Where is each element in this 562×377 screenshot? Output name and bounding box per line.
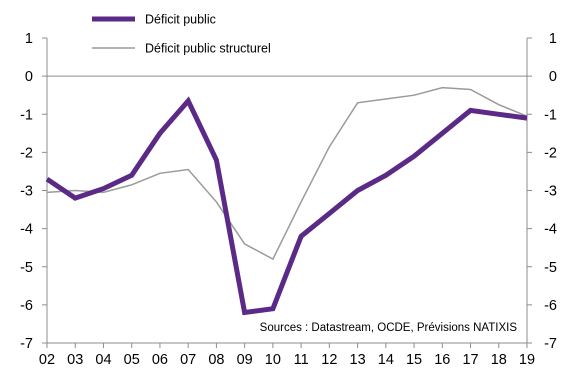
- y-tick-label-left: 0: [25, 69, 33, 85]
- x-tick-label: 10: [265, 352, 281, 368]
- y-tick-label-right: -6: [544, 298, 557, 314]
- x-axis: 02 03 04 05 06 07 08 09 10 11 12 13 14 15 16 17 18 19: [39, 343, 535, 368]
- x-tick-label: 08: [208, 352, 224, 368]
- y-axis-left: 1 0 -1 -2 -3 -4 -5 -6 -7: [20, 31, 47, 352]
- x-tick-label: 13: [350, 352, 366, 368]
- y-tick-label-right: -1: [544, 107, 557, 123]
- axes: [46, 38, 528, 344]
- x-tick-label: 06: [152, 352, 168, 368]
- y-tick-label-left: 1: [25, 31, 33, 47]
- legend-label: Déficit public structurel: [145, 42, 271, 56]
- y-tick-label-right: 1: [549, 31, 557, 47]
- legend: Déficit public Déficit public structurel: [92, 13, 271, 56]
- x-tick-label: 12: [321, 352, 337, 368]
- y-tick-label-left: -3: [20, 184, 33, 200]
- x-tick-label: 09: [237, 352, 253, 368]
- y-tick-label-right: -3: [544, 184, 557, 200]
- y-tick-label-left: -2: [20, 145, 33, 161]
- x-tick-label: 19: [519, 352, 535, 368]
- x-tick-label: 02: [39, 352, 55, 368]
- legend-label: Déficit public: [145, 13, 216, 27]
- x-tick-label: 16: [434, 352, 450, 368]
- x-tick-label: 11: [294, 352, 309, 368]
- y-tick-label-left: -6: [20, 298, 33, 314]
- y-tick-label-left: -5: [20, 260, 33, 276]
- y-tick-label-right: -5: [544, 260, 557, 276]
- y-tick-label-right: -2: [544, 145, 557, 161]
- y-tick-label-right: -7: [544, 336, 557, 352]
- x-tick-label: 07: [180, 352, 196, 368]
- x-tick-label: 04: [95, 352, 111, 368]
- x-tick-label: 03: [67, 352, 83, 368]
- x-tick-label: 05: [124, 352, 140, 368]
- x-tick-label: 14: [378, 352, 394, 368]
- y-tick-label-left: -1: [20, 107, 33, 123]
- x-tick-label: 17: [462, 352, 478, 368]
- y-tick-label-right: -4: [544, 222, 557, 238]
- x-tick-label: 15: [406, 352, 422, 368]
- x-tick-label: 18: [491, 352, 507, 368]
- series-line-deficit-public: [45, 96, 528, 316]
- y-axis-right: 1 0 -1 -2 -3 -4 -5 -6 -7: [527, 31, 557, 352]
- y-tick-label-right: 0: [549, 69, 557, 85]
- series-layer: [45, 86, 528, 316]
- source-annotation: Sources : Datastream, OCDE, Prévisions N…: [260, 322, 518, 334]
- y-tick-label-left: -4: [20, 222, 33, 238]
- y-tick-label-left: -7: [20, 336, 33, 352]
- series-line-deficit-structurel: [46, 86, 528, 261]
